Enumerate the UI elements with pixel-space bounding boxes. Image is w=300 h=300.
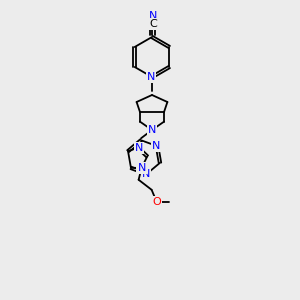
Text: N: N: [149, 11, 157, 21]
Text: O: O: [152, 197, 161, 207]
Text: C: C: [149, 19, 157, 29]
Text: N: N: [147, 72, 155, 82]
Text: N: N: [135, 143, 143, 153]
Text: N: N: [152, 141, 160, 151]
Text: N: N: [137, 163, 146, 173]
Text: N: N: [142, 169, 150, 179]
Text: N: N: [148, 125, 156, 135]
